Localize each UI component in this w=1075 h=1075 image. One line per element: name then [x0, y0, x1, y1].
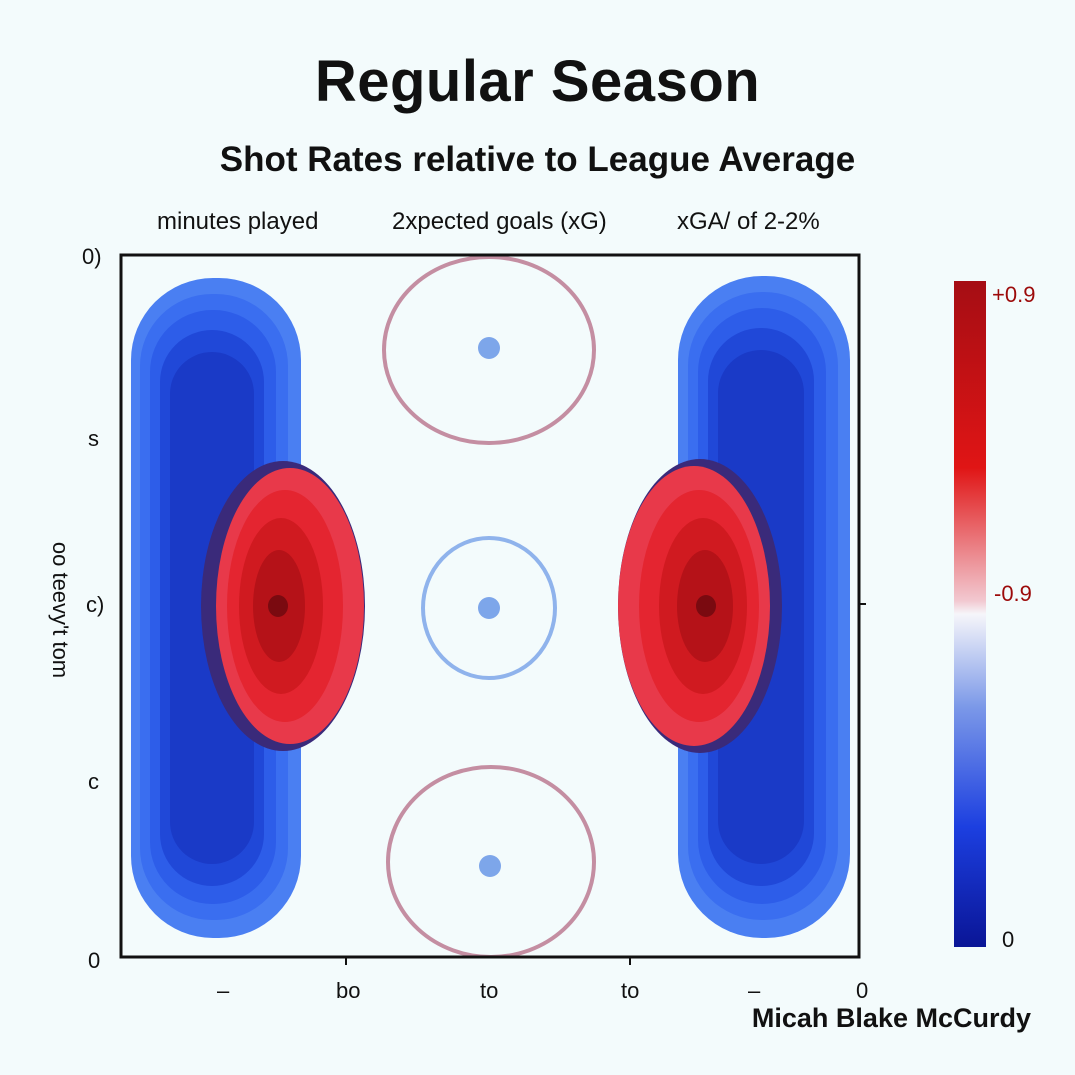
faceoff-dot-bottom: [479, 855, 501, 877]
x-tick-label: –: [748, 978, 761, 1003]
colorbar-min-label: 0: [1002, 927, 1015, 952]
faceoff-circle-center: [421, 536, 557, 680]
x-tick-label: to: [480, 978, 499, 1003]
y-axis-label: oo teevy't tom: [48, 541, 73, 679]
faceoff-dot-top: [478, 337, 500, 359]
y-tick-label: 0): [82, 244, 102, 269]
colorbar-mid-label: -0.9: [994, 581, 1032, 606]
colorbar-max-label: +0.9: [992, 282, 1036, 307]
y-tick-label: 0: [88, 948, 101, 973]
y-tick-label: c: [88, 769, 99, 794]
x-tick-label: –: [217, 978, 230, 1003]
stat-xga: xGA/ of 2-2%: [677, 208, 820, 235]
faceoff-circle-top: [382, 255, 596, 445]
y-tick-label: s: [88, 426, 99, 451]
chart-title: Regular Season: [314, 49, 761, 114]
x-tick-label: 0: [856, 978, 869, 1003]
plot-frame: [119, 253, 861, 959]
author-credit: Micah Blake McCurdy: [751, 1003, 1031, 1033]
colorbar: [954, 281, 986, 947]
stat-minutes-played: minutes played: [157, 208, 319, 235]
heat-region-left-hot: [201, 461, 365, 751]
faceoff-circle-bottom: [386, 765, 596, 957]
x-tick-label: to: [621, 978, 640, 1003]
stat-expected-goals: 2xpected goals (xG): [392, 208, 607, 235]
x-tick-label: bo: [336, 978, 361, 1003]
faceoff-dot-center: [478, 597, 500, 619]
chart-subtitle: Shot Rates relative to League Average: [219, 140, 856, 179]
y-tick-label: c): [86, 592, 105, 617]
heat-region-right-hot: [618, 459, 782, 753]
